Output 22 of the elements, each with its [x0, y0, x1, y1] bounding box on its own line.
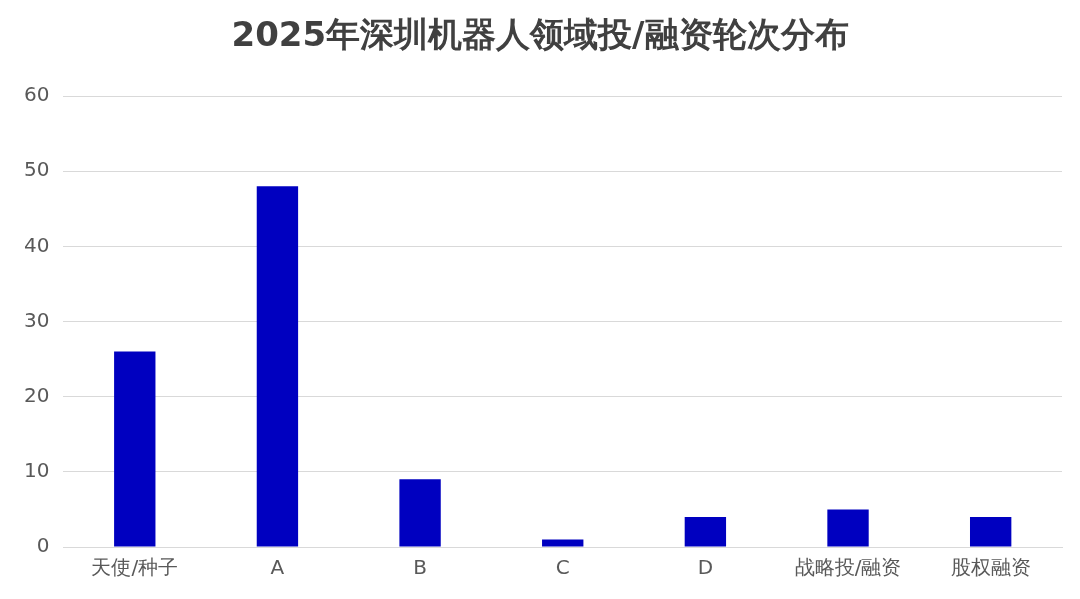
y-tick-label: 0 [36, 533, 50, 558]
y-tick-label: 40 [24, 232, 50, 257]
x-tick-label: 战略投/融资 [794, 555, 902, 580]
bar [827, 509, 869, 547]
chart-title: 2025年深圳机器人领域投/融资轮次分布 [230, 13, 850, 56]
y-tick-label: 50 [24, 157, 50, 182]
x-tick-label: A [270, 555, 285, 580]
y-tick-label: 60 [24, 82, 50, 107]
y-tick-label: 10 [24, 458, 50, 483]
y-tick-label: 30 [24, 307, 50, 332]
x-tick-label: B [413, 555, 427, 580]
x-tick-label: 天使/种子 [91, 555, 179, 580]
x-tick-label: D [697, 555, 714, 580]
bar [256, 186, 299, 547]
bar [542, 539, 584, 547]
x-tick-label: 股权融资 [950, 555, 1031, 580]
x-tick-label: C [555, 555, 570, 580]
bar [114, 351, 156, 547]
bar [969, 516, 1012, 547]
y-tick-label: 20 [24, 382, 50, 407]
bar [399, 479, 441, 547]
bar [684, 516, 727, 547]
